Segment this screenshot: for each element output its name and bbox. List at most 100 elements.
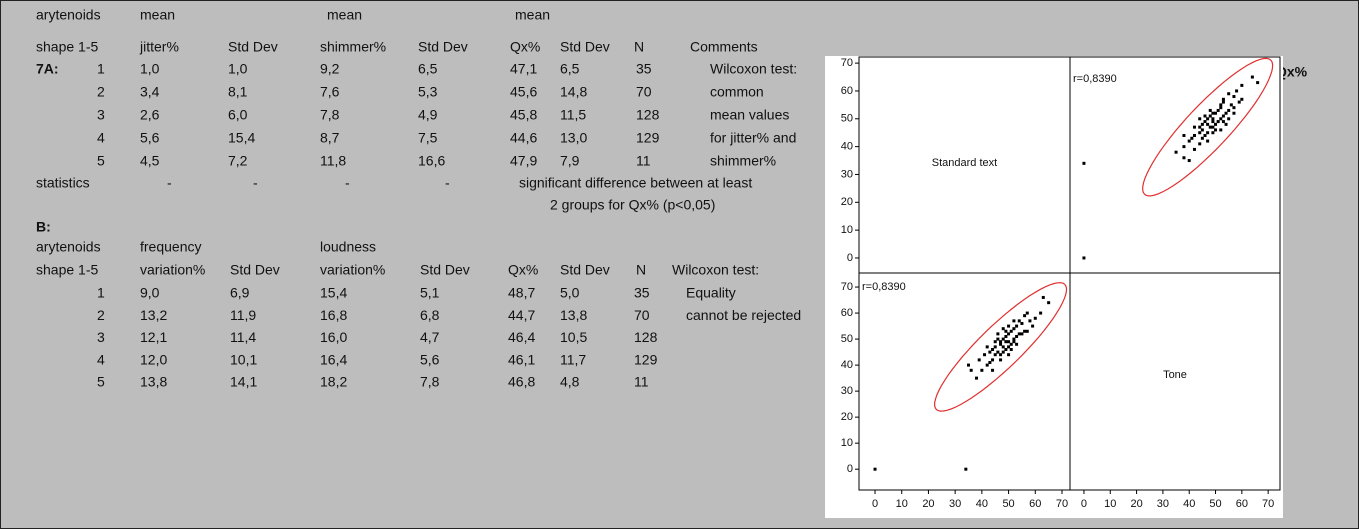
density-ellipse: [933, 282, 1068, 412]
x-tick-label: 60: [1236, 498, 1248, 510]
point: [1232, 106, 1236, 110]
point: [1039, 311, 1043, 315]
point: [1017, 319, 1021, 323]
point: [1015, 342, 1019, 346]
table-cell: 4,5: [140, 153, 160, 169]
point: [1182, 156, 1186, 160]
table-header: Std Dev: [560, 39, 610, 55]
point: [1007, 345, 1011, 349]
table-header: N: [634, 39, 644, 55]
point: [1007, 324, 1011, 328]
point: [1208, 108, 1212, 112]
point: [1250, 75, 1254, 79]
point: [969, 368, 973, 372]
point: [1211, 125, 1215, 129]
point: [1033, 316, 1037, 320]
table-cell: 46,8: [508, 374, 535, 390]
comment: for jitter% and: [710, 130, 796, 146]
table-cell: -: [345, 175, 350, 191]
table-cell: 4,9: [418, 107, 438, 123]
point: [1221, 97, 1225, 101]
table-cell: 14,8: [560, 84, 587, 100]
variable-label: Tone: [1163, 369, 1187, 381]
density-ellipse: [1142, 57, 1274, 197]
table-cell: 15,4: [228, 130, 255, 146]
point: [1198, 131, 1202, 135]
y-tick-label: 50: [841, 333, 853, 345]
x-tick-label: 70: [1262, 498, 1274, 510]
table-cell: 11,4: [230, 329, 256, 345]
y-tick-label: 30: [841, 168, 853, 180]
y-tick-label: 10: [841, 224, 853, 236]
table-header: frequency: [140, 239, 201, 255]
point: [996, 332, 1000, 336]
table-cell: 4: [97, 351, 105, 367]
point: [1192, 133, 1196, 137]
table-cell: 16,0: [320, 329, 347, 345]
point: [1206, 117, 1210, 121]
x-tick-label: 30: [949, 498, 961, 510]
point: [1187, 139, 1191, 143]
y-tick-label: 60: [841, 307, 853, 319]
table-cell: 7,9: [560, 153, 580, 169]
point: [1023, 314, 1027, 318]
table-header: Std Dev: [228, 39, 278, 55]
point: [977, 358, 981, 362]
point: [975, 376, 979, 380]
x-tick-label: 40: [1183, 498, 1195, 510]
table-header: mean: [327, 7, 362, 23]
x-tick-label: 0: [1081, 498, 1087, 510]
point: [1216, 108, 1220, 112]
point: [1200, 122, 1204, 126]
table-cell: 7,5: [418, 130, 438, 146]
point: [1012, 340, 1016, 344]
point: [1206, 139, 1210, 143]
point: [873, 467, 877, 471]
table-cell: 1: [97, 61, 105, 77]
point: [1190, 136, 1194, 140]
table-cell: 6,0: [228, 107, 248, 123]
point: [1229, 103, 1233, 107]
point: [964, 467, 968, 471]
point: [1001, 327, 1005, 331]
table-header: Std Dev: [418, 39, 468, 55]
point: [988, 361, 992, 365]
table-cell: 16,4: [320, 351, 347, 367]
table-cell: 2,6: [140, 107, 160, 123]
point: [967, 363, 971, 367]
table-cell: 11,9: [230, 307, 256, 323]
point: [1221, 114, 1225, 118]
table-header: shape 1-5: [36, 39, 98, 55]
comment: Equality: [686, 285, 736, 301]
point: [1031, 324, 1035, 328]
y-tick-label: 50: [841, 113, 853, 125]
point: [1023, 329, 1027, 333]
table-cell: 47,1: [510, 61, 537, 77]
y-tick-label: 0: [847, 252, 853, 264]
point: [1047, 301, 1051, 305]
y-tick-label: 70: [841, 281, 853, 293]
point: [1017, 332, 1021, 336]
table-cell: 7,6: [320, 84, 340, 100]
table-cell: 11,8: [320, 153, 346, 169]
point: [991, 347, 995, 351]
table-cell: 35: [636, 61, 652, 77]
table-cell: 44,7: [508, 307, 535, 323]
comment: cannot be rejected: [686, 307, 801, 323]
point: [1221, 100, 1225, 104]
table-cell: 13,8: [560, 307, 587, 323]
point: [1224, 111, 1228, 115]
table-cell: 70: [636, 84, 652, 100]
point: [1206, 131, 1210, 135]
point: [1009, 347, 1013, 351]
table-cell: -: [253, 175, 258, 191]
point: [1211, 117, 1215, 121]
point: [1028, 319, 1032, 323]
table-cell: 9,0: [140, 285, 160, 301]
y-tick-label: 20: [841, 196, 853, 208]
point: [1025, 311, 1029, 315]
point: [1192, 125, 1196, 129]
x-tick-label: 30: [1157, 498, 1169, 510]
table-cell: 5,6: [140, 130, 160, 146]
point: [1216, 120, 1220, 124]
